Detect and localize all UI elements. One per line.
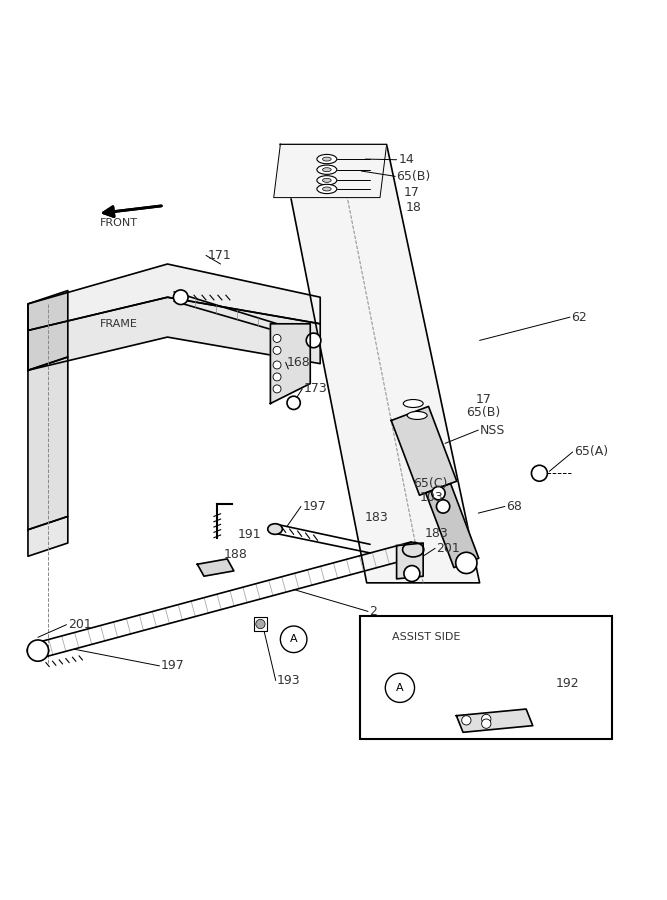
Text: A: A xyxy=(396,683,404,693)
Text: 171: 171 xyxy=(207,249,231,262)
Text: 68: 68 xyxy=(506,500,522,513)
Text: 2: 2 xyxy=(370,605,378,618)
Polygon shape xyxy=(28,357,68,530)
Ellipse shape xyxy=(317,155,337,164)
Ellipse shape xyxy=(408,411,427,419)
Text: 168: 168 xyxy=(287,356,311,369)
Circle shape xyxy=(532,465,548,482)
Text: 65(C): 65(C) xyxy=(414,477,448,490)
Text: 65(A): 65(A) xyxy=(574,446,608,458)
Polygon shape xyxy=(426,483,479,568)
Polygon shape xyxy=(28,517,68,556)
Circle shape xyxy=(273,346,281,355)
Ellipse shape xyxy=(267,524,282,535)
Text: 17: 17 xyxy=(404,185,419,199)
Bar xyxy=(253,617,267,631)
Ellipse shape xyxy=(317,165,337,175)
Circle shape xyxy=(482,719,491,728)
Polygon shape xyxy=(273,145,387,198)
Circle shape xyxy=(404,565,420,581)
Text: 191: 191 xyxy=(237,528,261,541)
Text: 65(B): 65(B) xyxy=(466,406,501,419)
Polygon shape xyxy=(197,559,234,576)
Circle shape xyxy=(273,373,281,381)
Ellipse shape xyxy=(323,187,331,191)
Ellipse shape xyxy=(27,644,49,658)
Circle shape xyxy=(436,500,450,513)
Ellipse shape xyxy=(404,400,423,408)
Text: 193: 193 xyxy=(277,674,301,687)
Ellipse shape xyxy=(323,167,331,172)
Polygon shape xyxy=(456,709,533,733)
Polygon shape xyxy=(28,297,320,370)
Text: 192: 192 xyxy=(556,678,580,690)
Polygon shape xyxy=(270,324,310,403)
Circle shape xyxy=(287,396,300,410)
Text: 65(B): 65(B) xyxy=(397,170,431,183)
Circle shape xyxy=(273,361,281,369)
Text: 62: 62 xyxy=(572,310,587,324)
Circle shape xyxy=(432,487,445,500)
Circle shape xyxy=(173,290,188,304)
Circle shape xyxy=(273,385,281,393)
Text: A: A xyxy=(290,634,297,644)
Circle shape xyxy=(456,553,477,573)
Ellipse shape xyxy=(323,158,331,161)
Text: 17: 17 xyxy=(476,393,492,406)
Text: 14: 14 xyxy=(399,153,414,166)
Text: 173: 173 xyxy=(303,382,327,395)
Circle shape xyxy=(255,619,265,629)
Text: NSS: NSS xyxy=(480,424,505,436)
Text: 201: 201 xyxy=(436,542,460,554)
Circle shape xyxy=(27,640,49,662)
Text: 18: 18 xyxy=(406,201,421,214)
Text: 197: 197 xyxy=(302,500,326,513)
Polygon shape xyxy=(280,145,480,583)
Circle shape xyxy=(280,626,307,652)
Polygon shape xyxy=(28,264,320,330)
Ellipse shape xyxy=(403,543,424,557)
Polygon shape xyxy=(28,291,68,370)
Circle shape xyxy=(482,715,491,724)
Text: 183: 183 xyxy=(425,526,449,539)
Text: FRAME: FRAME xyxy=(99,319,137,328)
Text: 188: 188 xyxy=(223,548,247,562)
Polygon shape xyxy=(392,407,457,495)
Text: 103: 103 xyxy=(420,491,444,504)
Text: 201: 201 xyxy=(68,618,91,631)
Text: 197: 197 xyxy=(161,660,185,672)
Ellipse shape xyxy=(323,178,331,183)
Circle shape xyxy=(273,335,281,342)
Text: ASSIST SIDE: ASSIST SIDE xyxy=(392,633,461,643)
Circle shape xyxy=(462,716,471,725)
Circle shape xyxy=(306,333,321,347)
Circle shape xyxy=(386,673,414,702)
Polygon shape xyxy=(397,543,423,579)
Text: 183: 183 xyxy=(365,510,388,524)
Text: FRONT: FRONT xyxy=(99,218,137,228)
Ellipse shape xyxy=(317,176,337,185)
Ellipse shape xyxy=(317,184,337,194)
Bar xyxy=(360,616,612,739)
